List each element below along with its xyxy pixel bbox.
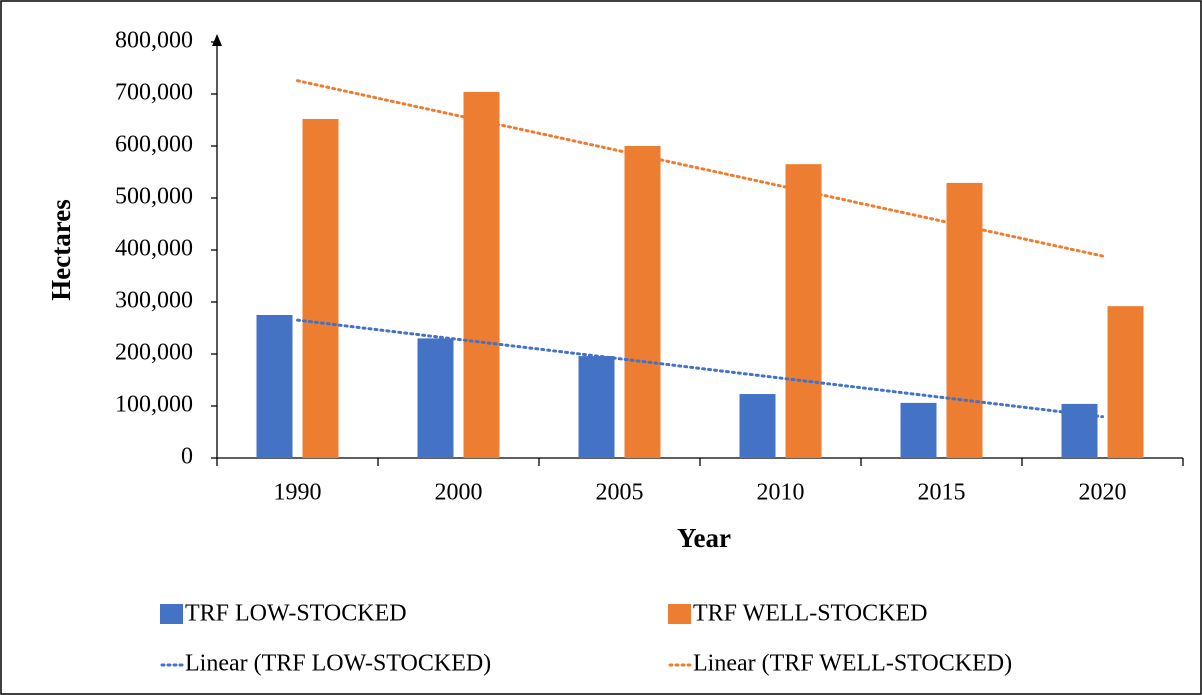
bar	[463, 91, 500, 459]
x-axis-title: Year	[677, 523, 731, 553]
bar	[946, 182, 983, 459]
x-tick-label: 2020	[1079, 480, 1127, 506]
trendline	[296, 79, 1104, 258]
bar	[785, 164, 822, 458]
bar	[1107, 306, 1144, 458]
y-tick-label: 600,000	[115, 132, 193, 158]
y-tick-label: 400,000	[115, 236, 193, 262]
y-tick-label: 0	[181, 444, 193, 470]
bar	[417, 338, 454, 458]
y-tick-label: 700,000	[115, 80, 193, 106]
bar	[578, 356, 615, 458]
bar	[900, 402, 937, 458]
legend-label: TRF WELL-STOCKED	[693, 601, 927, 627]
x-tick-label: 1990	[274, 480, 322, 506]
y-tick-label: 100,000	[115, 392, 193, 418]
bar	[624, 146, 661, 458]
y-tick-label: 300,000	[115, 288, 193, 314]
bar	[256, 315, 293, 458]
y-axis-title: Hectares	[46, 199, 76, 300]
x-tick-label: 2005	[596, 480, 644, 506]
y-tick-label: 500,000	[115, 184, 193, 210]
legend-swatch	[160, 604, 183, 624]
y-tick-label: 200,000	[115, 340, 193, 366]
legend-trend-label: Linear (TRF WELL-STOCKED)	[693, 651, 1012, 677]
bar	[302, 118, 339, 459]
x-tick-label: 2015	[918, 480, 966, 506]
y-axis-arrow	[212, 34, 222, 46]
x-tick-label: 2000	[435, 480, 483, 506]
legend-trend-label: Linear (TRF LOW-STOCKED)	[185, 651, 491, 677]
y-tick-label: 800,000	[115, 28, 193, 54]
x-tick-label: 2010	[757, 480, 805, 506]
legend-swatch	[668, 604, 691, 624]
legend-label: TRF LOW-STOCKED	[185, 601, 407, 627]
bar	[739, 394, 776, 458]
trendline	[296, 318, 1104, 419]
